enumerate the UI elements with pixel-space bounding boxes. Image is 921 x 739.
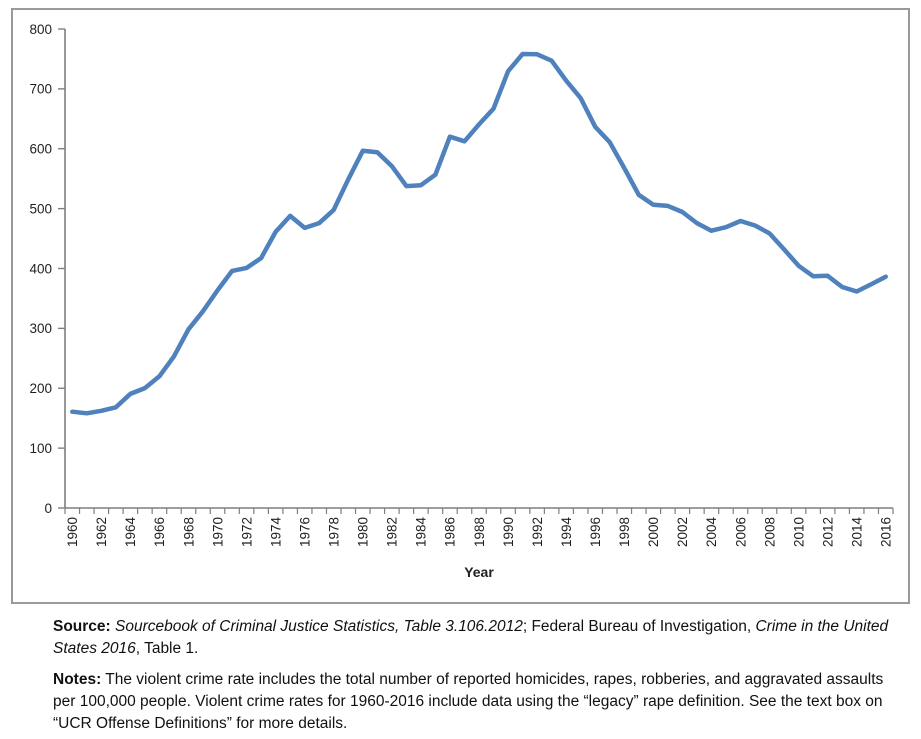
x-tick-label: 2016 xyxy=(879,517,894,547)
source-citation-1: Sourcebook of Criminal Justice Statistic… xyxy=(110,618,523,635)
x-tick-label: 1960 xyxy=(65,517,80,547)
x-tick-label: 1996 xyxy=(588,517,603,547)
x-tick-label: 1988 xyxy=(472,517,487,547)
x-tick-label: 2012 xyxy=(820,517,835,547)
x-tick-label: 1962 xyxy=(94,517,109,547)
line-chart: 0 100 200 300 400 500 600 700 800 1960 1962 1964 196… xyxy=(29,22,894,548)
y-tick-label: 200 xyxy=(29,381,52,396)
notes-text: The violent crime rate includes the tota… xyxy=(53,671,884,732)
y-tick-label: 800 xyxy=(29,22,52,37)
x-tick-label: 1994 xyxy=(559,517,574,548)
x-tick-label: 1992 xyxy=(530,517,545,547)
x-tick-label: 1966 xyxy=(152,517,167,547)
x-tick-label: 1998 xyxy=(617,517,632,547)
y-tick-label: 300 xyxy=(29,321,52,336)
x-tick-label: 1968 xyxy=(181,517,196,547)
y-tick-label: 500 xyxy=(29,201,52,216)
x-tick-label: 1970 xyxy=(210,517,225,547)
x-tick-label: 2010 xyxy=(791,517,806,547)
x-tick-label: 1974 xyxy=(268,517,283,548)
x-axis-title: Year xyxy=(464,564,494,580)
x-tick-label: 2000 xyxy=(646,517,661,547)
x-tick-label: 1990 xyxy=(501,517,516,547)
x-tick-label: 2004 xyxy=(704,517,719,548)
x-tick-label: 1986 xyxy=(443,517,458,547)
violent-crime-rate-line xyxy=(70,51,888,416)
x-tick-label: 2008 xyxy=(762,517,777,547)
x-tick-label: 1964 xyxy=(123,517,138,548)
x-tick-label: 1978 xyxy=(327,517,342,547)
y-tick-label: 600 xyxy=(29,142,52,157)
x-tick-label: 1980 xyxy=(356,517,371,547)
source-mid-text: ; Federal Bureau of Investigation, xyxy=(522,618,756,635)
y-tick-label: 100 xyxy=(29,441,52,456)
x-tick-label: 1984 xyxy=(414,517,429,548)
x-tick-label: 2002 xyxy=(675,517,690,547)
x-tick-label: 1972 xyxy=(239,517,254,547)
source-label: Source: xyxy=(53,618,111,635)
x-tick-label: 2006 xyxy=(733,517,748,547)
source-citation-2: Crime in the United States 2016 xyxy=(53,618,889,657)
x-tick-label: 1982 xyxy=(385,517,400,547)
chart-frame: 0 100 200 300 400 500 600 700 800 1960 1962 1964 196… xyxy=(11,8,910,604)
source-tail-text: , Table 1. xyxy=(135,640,199,657)
y-tick-label: 400 xyxy=(29,261,52,276)
y-tick-label: 700 xyxy=(29,82,52,97)
y-tick-label: 0 xyxy=(44,501,52,516)
x-tick-label: 2014 xyxy=(850,517,865,548)
notes-paragraph: Notes: The violent crime rate includes t… xyxy=(53,669,889,735)
source-paragraph: Source: Sourcebook of Criminal Justice S… xyxy=(53,616,889,660)
notes-label: Notes: xyxy=(53,671,102,688)
x-tick-label: 1976 xyxy=(298,517,313,547)
caption: Source: Sourcebook of Criminal Justice S… xyxy=(53,616,889,735)
